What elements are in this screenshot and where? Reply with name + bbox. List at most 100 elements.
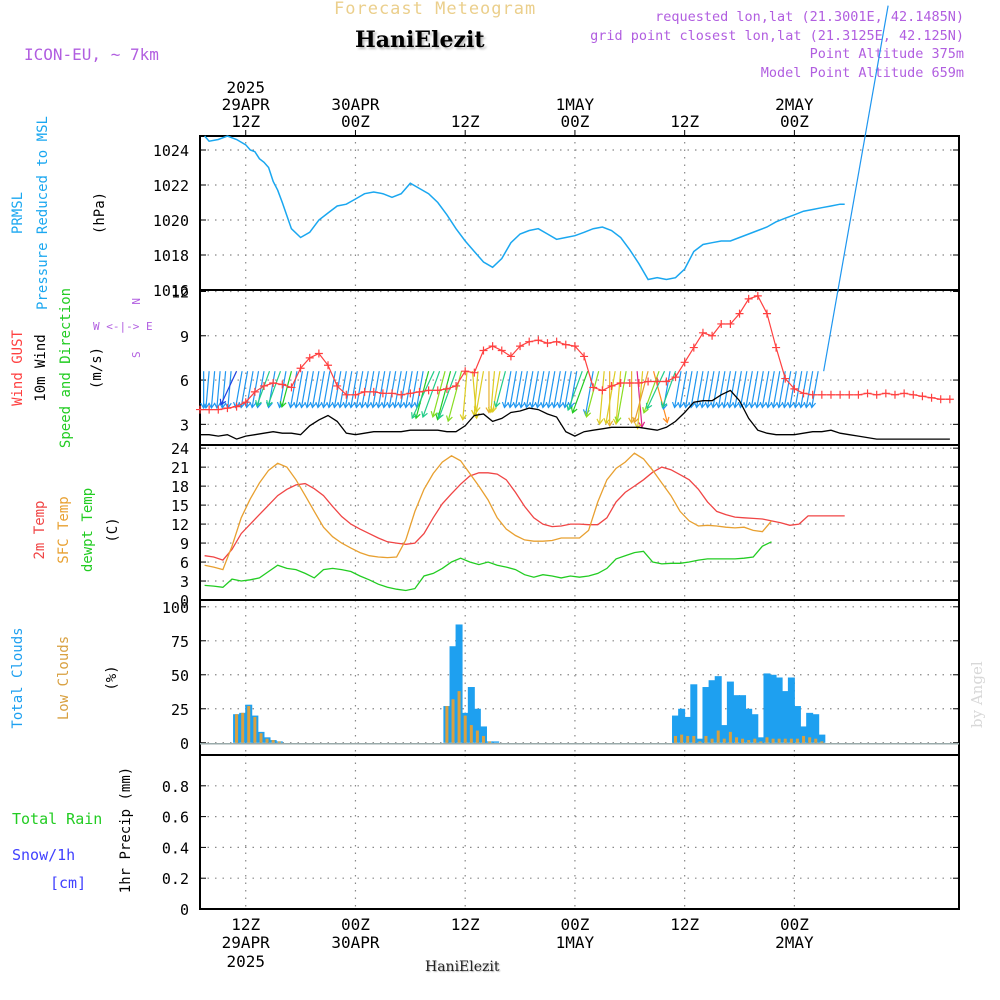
wind-arrow-head: [208, 402, 216, 410]
gust-point: [918, 392, 927, 401]
gust-point: [607, 381, 616, 390]
wind-arrow-head: [304, 401, 312, 409]
wind-arrow: [473, 371, 485, 414]
gust-point: [223, 404, 232, 413]
wind-arrow-shaft: [220, 370, 238, 405]
bottom-axis-hour: 00Z: [341, 915, 370, 934]
panel-pressure: 1016 1018 1020 1022 1024: [153, 135, 960, 300]
y-tick-label: 25: [171, 701, 189, 719]
precip-label-rain: Total Rain: [12, 810, 102, 828]
wind-arrow: [200, 371, 208, 410]
wind-arrow-shaft: [701, 371, 710, 408]
wind-arrow-shaft: [240, 371, 249, 408]
y-tick-label: 12: [171, 283, 189, 301]
wind-arrow: [403, 371, 413, 409]
wind-arrow: [507, 371, 517, 409]
wind-arrow: [408, 371, 419, 409]
gust-point: [296, 364, 305, 373]
gust-point: [589, 383, 598, 392]
wind-arrow-shaft: [509, 371, 517, 408]
low-cloud-bar: [451, 699, 455, 743]
wind-arrow-shaft: [805, 371, 814, 408]
gust-point: [717, 319, 726, 328]
wind-arrow: [213, 371, 221, 410]
gust-point: [433, 386, 442, 395]
wind-arrow-head: [279, 401, 287, 408]
total-cloud-bar: [696, 738, 704, 743]
wind-arrow-head: [787, 401, 795, 409]
wind-arrow-shaft: [432, 371, 446, 417]
wind-arrow-shaft: [616, 371, 627, 423]
wind-arrow: [266, 370, 282, 407]
y-tick-label: 1024: [153, 142, 189, 160]
y-tick-label: 100: [162, 599, 189, 617]
wind-arrow-head: [688, 401, 696, 409]
wind-arrow-head: [634, 423, 642, 430]
wind-arrow-shaft: [605, 371, 616, 424]
wind-arrow-head: [754, 401, 762, 409]
wind-arrow-shaft: [794, 371, 803, 408]
wind-arrow: [715, 371, 726, 409]
wind-direction-arrows: [200, 5, 889, 430]
wind-arrow-head: [437, 412, 444, 420]
gust-point: [479, 346, 488, 355]
wind-arrow: [348, 371, 358, 409]
wind-arrow-head: [632, 416, 639, 424]
wind-arrow-head: [710, 401, 718, 409]
wind-arrow-head: [748, 401, 756, 409]
wind-arrow-shaft: [558, 371, 567, 408]
gust-point: [424, 386, 433, 395]
low-cloud-bar: [820, 741, 824, 743]
wind-arrow: [732, 371, 742, 409]
wind-arrow: [803, 371, 814, 409]
y-tick-label: 0.2: [162, 870, 189, 888]
top-axis-hour: 00Z: [341, 112, 370, 131]
gust-point: [900, 389, 909, 398]
low-cloud-bar: [735, 737, 739, 743]
wind-arrow: [337, 371, 347, 409]
wind-arrow-shaft: [503, 371, 512, 408]
low-cloud-bar: [698, 741, 702, 743]
gust-point: [269, 379, 278, 387]
wind-arrow-shaft: [410, 371, 419, 408]
compass-south: S: [130, 351, 143, 358]
low-cloud-bar: [235, 714, 239, 743]
wind-arrow-head: [375, 401, 383, 409]
wind-arrow-shaft: [547, 371, 556, 408]
wind-arrow: [342, 371, 353, 409]
wind-arrow: [381, 371, 391, 409]
low-cloud-bar: [765, 737, 769, 743]
wind-arrow: [315, 371, 325, 409]
wind-arrow-shaft: [306, 371, 314, 408]
wind-arrow-head: [584, 411, 592, 418]
wind-arrow-shaft: [438, 370, 457, 419]
wind-arrow-shaft: [674, 371, 682, 408]
gust-point: [671, 373, 680, 382]
wind-arrow-head: [421, 411, 428, 419]
wind-arrow-head: [737, 401, 745, 409]
wind-arrow: [737, 371, 748, 409]
wind-arrow-head: [642, 406, 649, 414]
cloud-label-total: Total Clouds: [10, 627, 26, 728]
gust-point: [360, 387, 369, 396]
bottom-axis-date: 30APR: [331, 933, 380, 952]
wind-arrow-shaft: [436, 371, 452, 420]
low-cloud-bar: [777, 738, 781, 743]
y-tick-label: 12: [171, 516, 189, 534]
model-altitude: Model Point Altitude 659m: [760, 65, 964, 81]
wind-arrow: [809, 371, 819, 409]
wind-arrow: [493, 371, 507, 408]
dewpoint-line: [204, 541, 772, 592]
total-cloud-bar: [739, 695, 747, 743]
temp-2m-line: [204, 466, 845, 561]
total-cloud-bar: [492, 741, 500, 743]
wind-arrow-shaft: [723, 371, 731, 408]
wind-arrow-shaft: [585, 371, 600, 417]
wind-arrow-head: [781, 401, 789, 409]
wind-arrow-shaft: [344, 371, 353, 408]
wind-arrow-head: [682, 401, 690, 409]
wind-arrow-head: [603, 417, 611, 425]
gust-point: [762, 309, 771, 318]
y-tick-label: 18: [171, 478, 189, 496]
